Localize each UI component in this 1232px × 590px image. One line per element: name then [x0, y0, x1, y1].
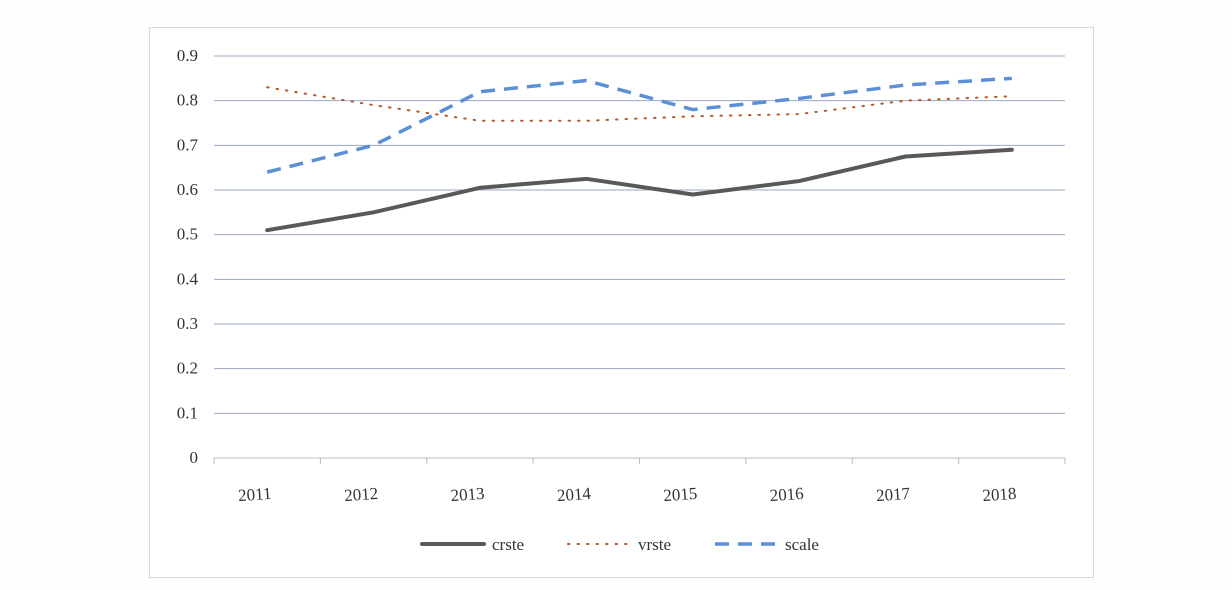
x-tick-label: 2013	[450, 484, 485, 505]
gridlines	[213, 55, 1066, 464]
y-tick-label: 0.8	[177, 91, 198, 110]
series-line-vrste	[266, 86, 1013, 122]
series-lines	[265, 76, 1014, 233]
y-tick-label: 0.6	[177, 180, 198, 199]
y-tick-label: 0.7	[177, 135, 199, 154]
legend-label-scale: scale	[785, 535, 819, 554]
legend: crste vrste scale	[420, 535, 819, 554]
chart-frame: 0 0.1 0.2 0.3 0.4 0.5 0.6 0.7 0.8 0.9 2011 2012 201…	[149, 27, 1094, 578]
x-tick-label: 2012	[344, 484, 379, 505]
y-tick-label: 0.4	[177, 269, 199, 288]
x-tick-label: 2018	[982, 484, 1017, 505]
y-tick-label: 0	[190, 448, 199, 467]
y-tick-label: 0.1	[177, 403, 198, 422]
y-tick-label: 0.2	[177, 359, 198, 378]
y-tick-label: 0.5	[177, 225, 198, 244]
x-tick-label: 2014	[556, 484, 592, 505]
x-tick-label: 2015	[663, 484, 698, 505]
line-chart: 00.10.20.30.40.50.60.70.80.9 2011 2012 201…	[177, 46, 1066, 554]
x-axis-tick-labels: 2011 2012 2013 2014 2015 2016 2017 2018	[237, 484, 1017, 505]
x-tick-label: 2016	[769, 484, 804, 505]
y-tick-label: 0.9	[177, 46, 198, 65]
legend-label-crste: crste	[492, 535, 524, 554]
y-tick-label: 0.3	[177, 314, 198, 333]
x-tick-label: 2017	[875, 484, 911, 505]
x-tick-label: 2011	[237, 484, 272, 505]
series-line-crste	[265, 147, 1014, 233]
y-axis-tick-labels: 0 0.1 0.2 0.3 0.4 0.5 0.6 0.7 0.8 0.9	[177, 46, 199, 467]
legend-label-vrste: vrste	[638, 535, 671, 554]
